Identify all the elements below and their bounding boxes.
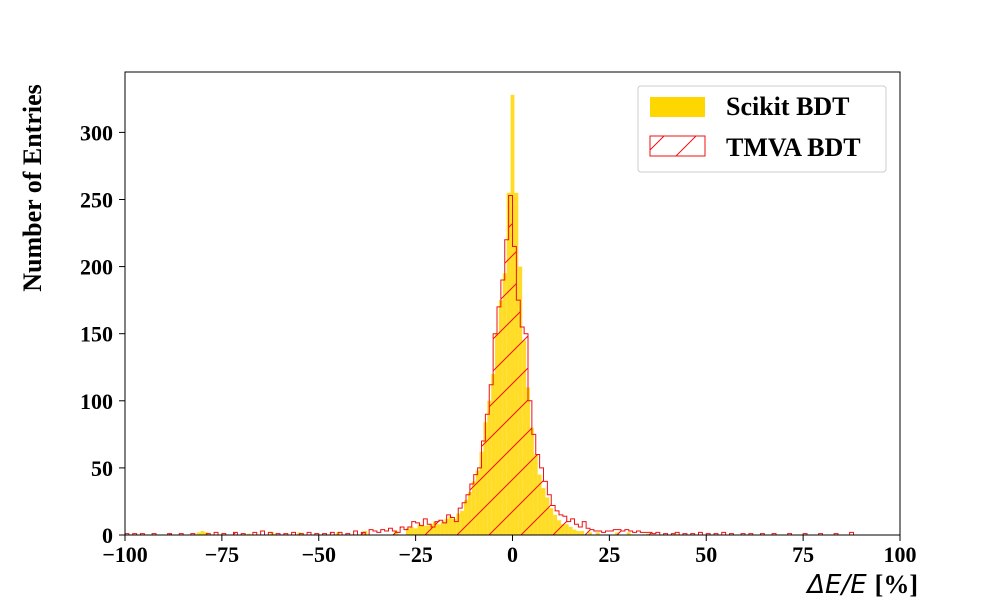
x-axis: −100 −75 −50 −25 0 25 50 75 100 bbox=[102, 535, 917, 567]
x-tick-label: 25 bbox=[598, 542, 620, 567]
x-tick-label: 50 bbox=[695, 542, 717, 567]
x-tick-label: −100 bbox=[102, 542, 148, 567]
y-tick-label: 250 bbox=[80, 187, 113, 212]
legend-label-tmva: TMVA BDT bbox=[726, 133, 861, 162]
tmva-hatch-fill bbox=[125, 195, 900, 535]
legend-swatch-scikit bbox=[650, 97, 705, 117]
y-tick-label: 150 bbox=[80, 322, 113, 347]
x-axis-label: ΔE/E [%] bbox=[805, 570, 918, 600]
x-tick-label: −50 bbox=[301, 542, 336, 567]
x-axis-label-math: ΔE/E bbox=[805, 570, 867, 600]
legend-label-scikit: Scikit BDT bbox=[726, 92, 850, 121]
x-axis-label-unit: [%] bbox=[875, 570, 918, 599]
y-axis: 0 50 100 150 200 250 300 bbox=[80, 120, 125, 548]
legend: Scikit BDT TMVA BDT bbox=[637, 85, 887, 173]
x-tick-label: 100 bbox=[884, 542, 917, 567]
scikit-bar bbox=[196, 532, 201, 535]
x-tick-label: −25 bbox=[398, 542, 433, 567]
x-tick-label: −75 bbox=[205, 542, 240, 567]
y-tick-label: 0 bbox=[102, 523, 113, 548]
scikit-bar bbox=[200, 530, 205, 535]
x-tick-label: 75 bbox=[792, 542, 814, 567]
y-tick-label: 200 bbox=[80, 255, 113, 280]
y-tick-label: 300 bbox=[80, 120, 113, 145]
plot-area bbox=[125, 94, 900, 535]
tmva-step-outline bbox=[125, 194, 900, 535]
x-tick-label: 0 bbox=[507, 542, 518, 567]
legend-swatch-tmva bbox=[649, 135, 706, 157]
y-axis-label: Number of Entries bbox=[18, 84, 47, 292]
y-tick-label: 100 bbox=[80, 389, 113, 414]
y-tick-label: 50 bbox=[91, 456, 113, 481]
scikit-bar bbox=[247, 533, 251, 535]
